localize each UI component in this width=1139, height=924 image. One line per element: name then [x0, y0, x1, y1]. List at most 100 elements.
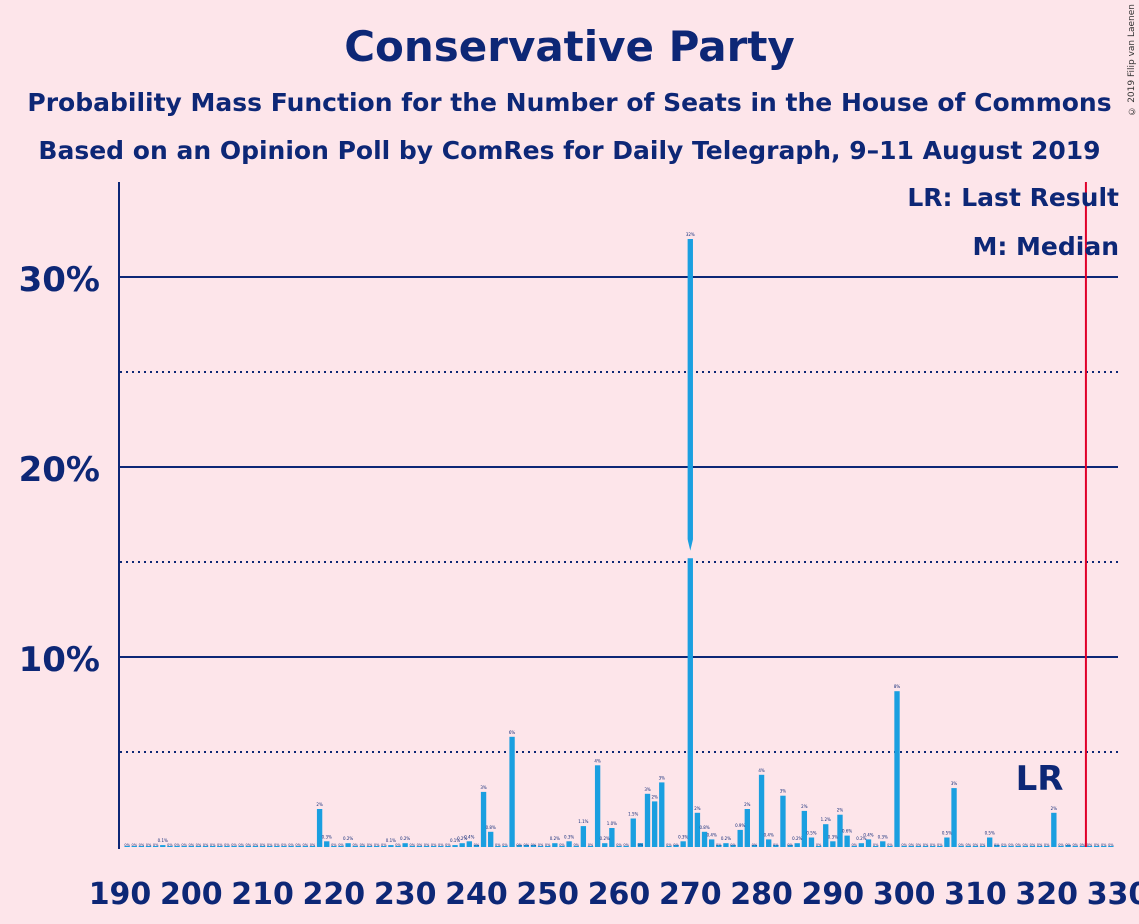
last-result-label: LR	[1016, 759, 1064, 799]
data-label: 0%	[139, 843, 145, 847]
bar	[994, 845, 1000, 847]
bar	[773, 845, 779, 847]
data-label: 0%	[1080, 843, 1086, 847]
bar	[766, 839, 772, 847]
data-label: 2%	[651, 794, 658, 799]
data-label: 0.2%	[550, 836, 560, 841]
bar	[259, 846, 266, 847]
x-tick-label: 270	[659, 877, 722, 912]
chart-poll-source: Based on an Opinion Poll by ComRes for D…	[38, 136, 1101, 165]
data-label: 0%	[331, 843, 337, 847]
bar	[309, 846, 316, 847]
bar	[609, 828, 615, 847]
data-label: 0%	[295, 843, 301, 847]
bar	[152, 846, 159, 847]
bar	[480, 791, 487, 847]
bar	[1108, 846, 1114, 847]
bar	[245, 846, 251, 847]
y-tick-label: 20%	[19, 450, 100, 490]
data-label: 0%	[203, 843, 209, 847]
bar	[694, 812, 701, 847]
bar	[359, 846, 366, 847]
bar	[751, 845, 758, 847]
data-label: 0.2%	[792, 836, 802, 841]
data-label: 0%	[573, 843, 579, 847]
data-label: 0%	[181, 843, 187, 847]
x-tick-label: 230	[374, 877, 437, 912]
bar	[630, 818, 636, 847]
bar	[637, 843, 644, 847]
bar	[338, 846, 344, 847]
bar	[730, 845, 736, 847]
data-label: 0%	[253, 843, 259, 847]
data-label: 0.6%	[842, 829, 852, 834]
data-label: 0%	[196, 843, 202, 847]
data-label: 0%	[873, 843, 879, 847]
data-label: 0%	[773, 843, 779, 847]
data-label: 0%	[167, 843, 173, 847]
data-label: 0.9%	[735, 823, 745, 828]
bar	[409, 846, 415, 847]
data-label: 3%	[480, 785, 487, 790]
data-label: 0%	[131, 843, 137, 847]
data-label: 0%	[1087, 843, 1093, 847]
data-label: 0%	[267, 843, 273, 847]
data-label: 0%	[338, 843, 344, 847]
data-label: 0.4%	[863, 832, 873, 837]
bar	[124, 846, 130, 847]
data-label: 0%	[908, 843, 914, 847]
data-label: 0%	[274, 843, 280, 847]
bar	[908, 846, 914, 847]
data-label: 0%	[1108, 843, 1114, 847]
legend-median: M: Median	[972, 232, 1119, 261]
bar	[202, 846, 209, 847]
x-tick-label: 210	[231, 877, 294, 912]
data-label: 0%	[381, 843, 387, 847]
data-label: 0%	[231, 843, 237, 847]
bar	[552, 843, 558, 847]
x-tick-label: 220	[303, 877, 366, 912]
data-label: 0%	[616, 843, 622, 847]
bar	[1022, 846, 1029, 847]
bar	[366, 846, 373, 847]
data-label: 0%	[367, 843, 373, 847]
bar	[402, 843, 408, 847]
bar	[302, 846, 309, 847]
bar	[138, 846, 145, 847]
data-label: 0.3%	[828, 834, 838, 839]
data-label: 0%	[417, 843, 423, 847]
bar	[373, 846, 380, 847]
data-label: 1.1%	[578, 819, 588, 824]
bar	[580, 826, 587, 847]
data-label: 0%	[531, 843, 537, 847]
data-label: 0.4%	[464, 834, 474, 839]
bar	[224, 846, 230, 847]
data-label: 0%	[638, 843, 644, 847]
legend-last-result: LR: Last Result	[907, 183, 1119, 212]
data-label: 0.4%	[707, 832, 717, 837]
data-label: 0%	[409, 843, 415, 847]
bar	[837, 814, 843, 847]
data-label: 4%	[594, 758, 601, 763]
data-label: 0%	[1037, 843, 1043, 847]
data-label: 0%	[210, 843, 216, 847]
data-label: 0%	[545, 843, 551, 847]
bar	[623, 846, 629, 847]
bar	[195, 846, 202, 847]
data-label: 0%	[146, 843, 152, 847]
data-label: 0%	[787, 843, 793, 847]
bar	[1008, 846, 1014, 847]
y-tick-label: 10%	[19, 640, 100, 680]
bar	[395, 846, 401, 847]
data-label: 2%	[801, 804, 808, 809]
data-label: 0%	[1094, 843, 1100, 847]
data-label: 0%	[816, 843, 822, 847]
bar	[345, 843, 351, 847]
bar	[530, 845, 537, 847]
x-tick-label: 320	[1015, 877, 1078, 912]
data-label: 0%	[538, 843, 544, 847]
data-label: 0%	[303, 843, 309, 847]
bar	[452, 845, 458, 847]
data-label: 0%	[474, 843, 480, 847]
bar	[851, 846, 857, 847]
